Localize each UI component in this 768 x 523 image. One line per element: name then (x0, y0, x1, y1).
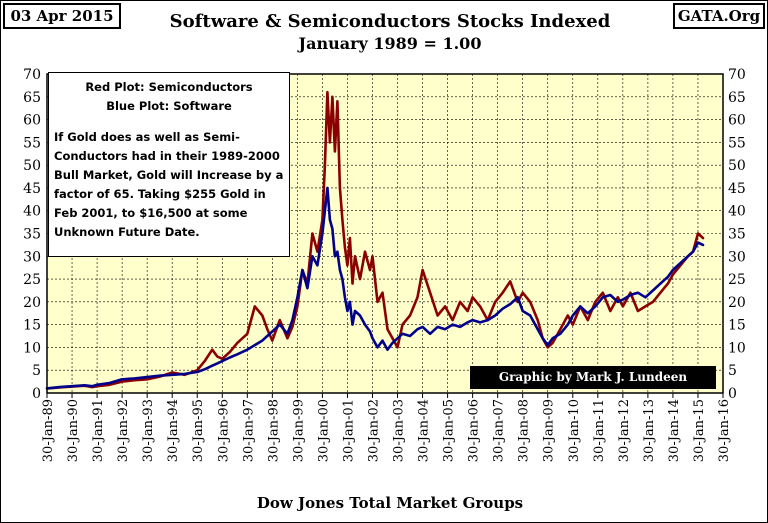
x-tick-label: 30-Jan-08 (517, 399, 532, 462)
legend-software: Blue Plot: Software (106, 99, 232, 113)
x-axis-label: Dow Jones Total Market Groups (256, 494, 524, 512)
x-tick-label: 30-Jan-15 (692, 399, 707, 462)
y-tick-label-right: 0 (728, 386, 737, 402)
x-tick-label: 30-Jan-07 (492, 399, 507, 462)
y-tick-label-right: 65 (728, 90, 746, 106)
x-tick-label: 30-Jan-02 (366, 399, 381, 462)
x-tick-label: 30-Jan-94 (166, 399, 181, 462)
x-tick-label: 30-Jan-12 (617, 399, 632, 462)
y-tick-label-right: 10 (728, 340, 746, 356)
x-tick-label: 30-Jan-00 (316, 399, 331, 462)
x-tick-label: 30-Jan-13 (642, 399, 657, 462)
y-tick-label-right: 25 (728, 272, 746, 288)
y-tick-label-right: 50 (728, 158, 746, 174)
x-tick-label: 30-Jan-09 (542, 399, 557, 462)
x-tick-label: 30-Jan-97 (241, 399, 256, 462)
legend-semiconductors: Red Plot: Semiconductors (85, 80, 253, 94)
y-tick-label-left: 60 (23, 113, 41, 129)
x-tick-label: 30-Jan-01 (341, 399, 356, 462)
x-tick-label: 30-Jan-89 (41, 399, 56, 462)
x-tick-label: 30-Jan-16 (717, 399, 732, 462)
series-layer (45, 90, 705, 390)
x-tick-label: 30-Jan-10 (567, 399, 582, 462)
y-tick-label-right: 40 (728, 204, 746, 220)
y-tick-label-right: 30 (728, 249, 746, 265)
x-tick-label: 30-Jan-99 (291, 399, 306, 462)
x-tick-label: 30-Jan-06 (467, 399, 482, 462)
x-tick-label: 30-Jan-96 (216, 399, 231, 462)
y-tick-label-left: 30 (23, 249, 41, 265)
y-tick-label-left: 15 (23, 318, 41, 334)
x-tick-label: 30-Jan-04 (417, 399, 432, 462)
y-tick-label-left: 40 (23, 204, 41, 220)
annotation-box: Red Plot: Semiconductors Blue Plot: Soft… (48, 72, 290, 257)
x-tick-label: 30-Jan-95 (191, 399, 206, 462)
y-tick-label-left: 50 (23, 158, 41, 174)
y-tick-label-left: 65 (23, 90, 41, 106)
x-tick-label: 30-Jan-14 (667, 399, 682, 462)
y-tick-label-right: 70 (728, 67, 746, 83)
x-tick-label: 30-Jan-11 (592, 399, 607, 462)
date-label: 03 Apr 2015 (3, 3, 121, 29)
series-line-software (45, 186, 705, 390)
y-tick-label-right: 5 (728, 363, 737, 379)
y-tick-label-right: 60 (728, 113, 746, 129)
chart-title: Software & Semiconductors Stocks Indexed (169, 11, 611, 32)
y-tick-label-left: 10 (23, 340, 41, 356)
x-tick-label: 30-Jan-98 (266, 399, 281, 462)
y-tick-label-left: 25 (23, 272, 41, 288)
y-tick-label-right: 45 (728, 181, 746, 197)
x-tick-label: 30-Jan-93 (141, 399, 156, 462)
y-tick-label-left: 20 (23, 295, 41, 311)
plot-border (46, 73, 724, 394)
annotation-text: If Gold does as well as Semi-Conductors … (54, 130, 284, 239)
y-tick-label-right: 35 (728, 227, 746, 243)
x-tick-label: 30-Jan-05 (442, 399, 457, 462)
y-tick-label-left: 0 (32, 386, 41, 402)
x-tick-label: 30-Jan-90 (66, 399, 81, 462)
x-tick-label: 30-Jan-91 (91, 399, 106, 462)
y-tick-label-left: 70 (23, 67, 41, 83)
x-tick-label: 30-Jan-03 (392, 399, 407, 462)
chart-subtitle: January 1989 = 1.00 (298, 34, 482, 53)
y-tick-label-right: 15 (728, 318, 746, 334)
y-tick-label-left: 5 (32, 363, 41, 379)
site-label: GATA.Org (673, 3, 765, 29)
y-tick-label-left: 45 (23, 181, 41, 197)
series-line-semiconductors (45, 90, 705, 390)
x-tick-label: 30-Jan-92 (116, 399, 131, 462)
y-tick-label-right: 20 (728, 295, 746, 311)
credit-label: Graphic by Mark J. Lundeen (470, 366, 716, 389)
y-tick-label-left: 35 (23, 227, 41, 243)
y-tick-label-right: 55 (728, 135, 746, 151)
y-tick-label-left: 55 (23, 135, 41, 151)
